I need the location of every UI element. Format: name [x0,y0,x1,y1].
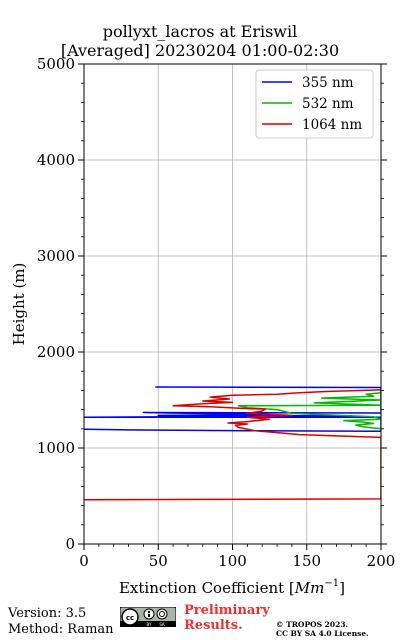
x-tick-label: 100 [218,552,247,570]
svg-text:SA: SA [159,622,165,627]
preliminary-line1: Preliminary [184,603,270,618]
copyright-line1: © TROPOS 2023. [276,620,349,629]
cc-by-sa-icon: cc BY SA [119,606,177,628]
x-tick-label: 0 [79,552,89,570]
copyright-line2: CC BY SA 4.0 License. [276,629,369,638]
y-tick-label: 5000 [37,55,75,73]
y-tick-label: 1000 [37,439,75,457]
x-tick-label: 200 [367,552,396,570]
series-lines [84,386,381,501]
preliminary-notice: Preliminary Results. [184,603,270,633]
copyright-notice: © TROPOS 2023. CC BY SA 4.0 License. [276,620,369,638]
preliminary-line2: Results. [184,618,243,633]
svg-text:BY: BY [147,622,153,627]
series-line-1064-nm [84,389,381,501]
version-text: Version: 3.5 [8,606,87,621]
series-line-532-nm [237,392,381,430]
y-tick-label: 4000 [37,151,75,169]
legend-label: 355 nm [302,75,354,91]
y-tick-label: 3000 [37,247,75,265]
chart-subtitle: [Averaged] 20230204 01:00-02:30 [60,41,340,60]
y-tick-label: 2000 [37,343,75,361]
y-axis-label: Height (m) [10,263,28,346]
legend: 355 nm 532 nm 1064 nm [255,69,374,139]
x-tick-label: 50 [149,552,168,570]
legend-label: 1064 nm [302,117,362,133]
legend-label: 532 nm [302,96,354,112]
svg-text:cc: cc [126,614,134,622]
x-tick-label: 150 [292,552,321,570]
method-text: Method: Raman [8,622,114,637]
x-axis-label: Extinction Coefficient [Mm−1] [119,578,345,597]
y-tick-label: 0 [65,535,75,553]
version-info: Version: 3.5 Method: Raman [8,606,114,638]
legend-box [255,69,374,139]
chart-title: pollyxt_lacros at Eriswil [102,22,298,41]
